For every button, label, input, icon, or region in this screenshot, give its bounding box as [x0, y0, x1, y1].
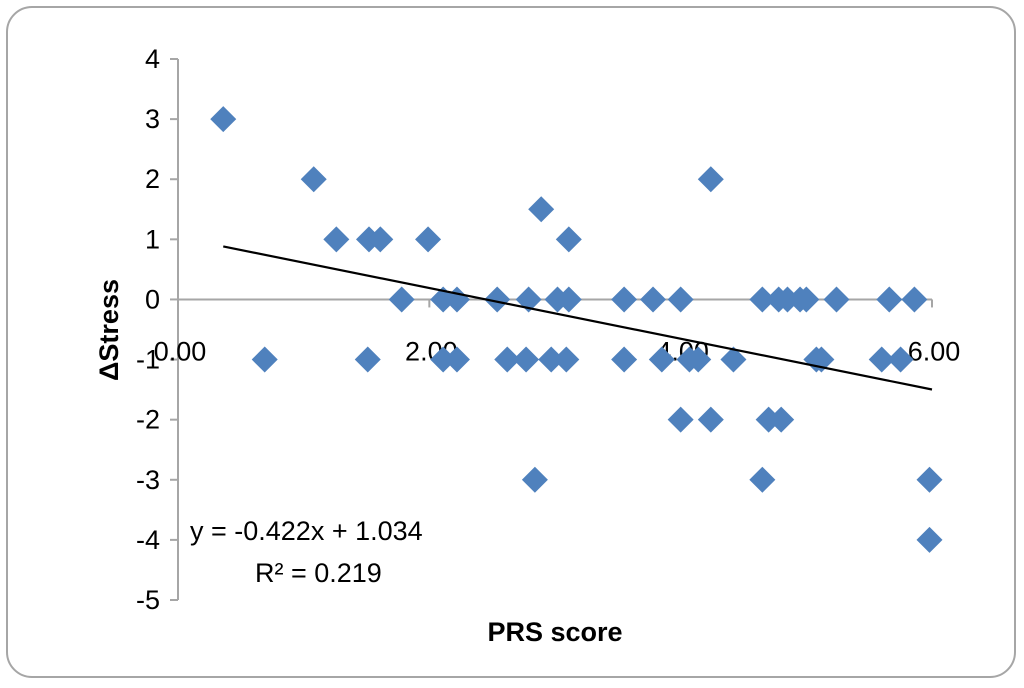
- data-point: [823, 286, 850, 313]
- data-point: [415, 226, 442, 253]
- y-tick-label: 3: [145, 104, 160, 134]
- data-point: [611, 286, 638, 313]
- data-point: [443, 346, 470, 373]
- y-tick-label: 2: [145, 164, 160, 194]
- data-point: [749, 286, 776, 313]
- y-tick-label: 4: [145, 44, 160, 74]
- data-point: [685, 346, 712, 373]
- y-axis-ticks: 4 3 2 1 0 -1 -2 -3 -4 -5: [136, 44, 178, 615]
- trendline-equation: y = -0.422x + 1.034: [190, 516, 423, 546]
- data-point: [868, 346, 895, 373]
- data-point: [323, 226, 350, 253]
- x-tick-label: 6.00: [908, 336, 961, 366]
- data-point: [640, 286, 667, 313]
- data-point: [443, 286, 470, 313]
- data-point: [720, 346, 747, 373]
- data-point: [513, 346, 540, 373]
- data-point: [300, 166, 327, 193]
- data-point: [494, 346, 521, 373]
- data-point: [648, 346, 675, 373]
- data-points: [210, 106, 943, 553]
- y-tick-label: -2: [136, 405, 160, 435]
- data-point: [667, 406, 694, 433]
- data-point: [793, 286, 820, 313]
- chart-frame: [6, 6, 1016, 678]
- data-point: [749, 466, 776, 493]
- data-point: [528, 196, 555, 223]
- y-tick-label: -5: [136, 585, 160, 615]
- data-point: [697, 166, 724, 193]
- data-point: [251, 346, 278, 373]
- data-point: [521, 466, 548, 493]
- data-point: [555, 226, 582, 253]
- data-point: [430, 346, 457, 373]
- data-point: [901, 286, 928, 313]
- data-point: [887, 346, 914, 373]
- y-tick-label: 0: [145, 284, 160, 314]
- trendline-r-squared: R² = 0.219: [255, 558, 382, 588]
- y-axis-title: ΔStress: [94, 279, 124, 381]
- data-point: [555, 286, 582, 313]
- data-point: [768, 406, 795, 433]
- data-point: [538, 346, 565, 373]
- data-point: [484, 286, 511, 313]
- data-point: [697, 406, 724, 433]
- y-tick-label: -3: [136, 465, 160, 495]
- data-point: [388, 286, 415, 313]
- data-point: [876, 286, 903, 313]
- data-point: [553, 346, 580, 373]
- trendline: [223, 245, 933, 391]
- data-point: [916, 466, 943, 493]
- data-point: [367, 226, 394, 253]
- y-tick-label: -4: [136, 525, 160, 555]
- data-point: [354, 346, 381, 373]
- y-tick-label: -1: [136, 345, 160, 375]
- data-point: [611, 346, 638, 373]
- y-tick-label: 1: [145, 224, 160, 254]
- x-axis-title: PRS score: [487, 617, 622, 647]
- data-point: [667, 286, 694, 313]
- data-point: [210, 106, 237, 133]
- x-tick-label: 0.00: [154, 336, 207, 366]
- data-point: [916, 526, 943, 553]
